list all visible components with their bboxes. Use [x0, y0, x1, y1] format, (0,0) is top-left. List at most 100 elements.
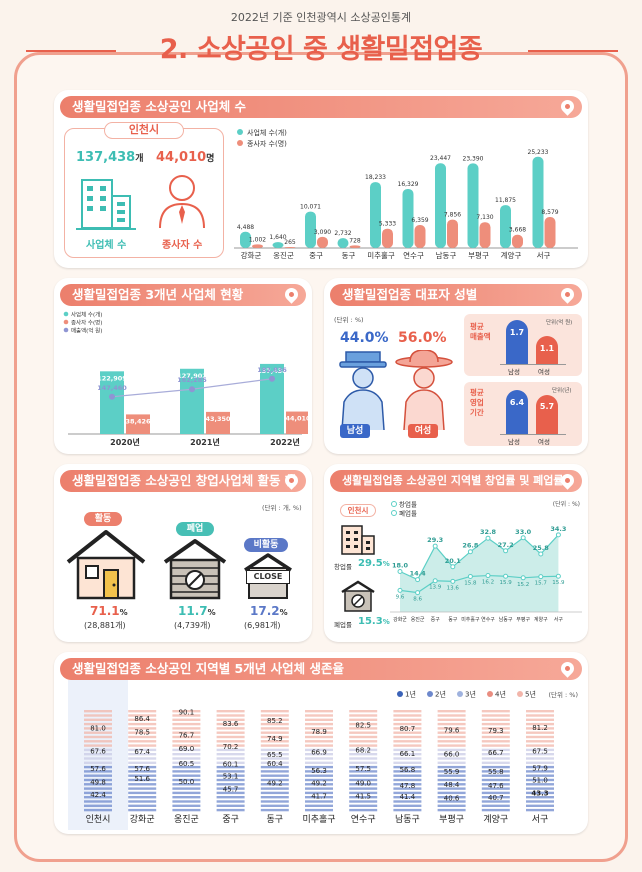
survival-stripe: [216, 800, 245, 803]
survival-stripe: [216, 757, 245, 760]
x-tick-label: 2020년: [110, 437, 140, 447]
data-label: 55.8: [488, 768, 504, 776]
legend-label: 종사자 수(명): [71, 319, 102, 327]
survival-stripe: [481, 744, 510, 747]
data-label: 50.0: [179, 778, 195, 786]
survival-stripe: [84, 796, 112, 799]
survival-stripe: [260, 796, 289, 799]
survival-stripe: [305, 731, 333, 734]
survival-stripe: [260, 744, 289, 747]
period-female-value: 5.7: [539, 402, 555, 411]
x-tick-label: 옹진군: [411, 616, 425, 623]
period-female-tick: 여성: [538, 438, 550, 446]
panel-title: 생활밀접업종 소상공인 창업사업체 활동 현황: [72, 473, 297, 510]
close-sign: CLOSE: [246, 570, 290, 584]
survival-stripe: [84, 800, 112, 803]
panel-header: 생활밀접업종 소상공인 지역별 창업률 및 폐업률: [330, 470, 582, 492]
survival-stripe: [84, 740, 112, 743]
bar: [305, 211, 316, 248]
close-rate-label: 13.6: [447, 585, 460, 591]
survival-stripe: [172, 808, 201, 812]
survival-stripe: [526, 796, 554, 799]
survival-stripe: [526, 757, 554, 760]
survival-stripe: [128, 710, 157, 713]
survival-stripe: [84, 748, 112, 752]
x-tick-label: 서구: [554, 616, 564, 623]
survival-stripe: [128, 731, 157, 734]
open-rate-point: [485, 535, 491, 541]
legend-label: 종사자 수(명): [247, 139, 287, 148]
panel-header: 생활밀접업종 3개년 사업체 현황: [60, 284, 306, 306]
line-data-label: 147,460: [97, 384, 127, 392]
survival-stripe: [260, 740, 289, 743]
data-label: 67.5: [532, 748, 548, 756]
survival-stripe: [349, 808, 378, 812]
female-pct: 56.0%: [398, 330, 447, 346]
survival-stripe: [260, 787, 289, 790]
survival-stripe: [437, 731, 466, 734]
data-label: 82.5: [355, 722, 371, 730]
survival-stripe: [216, 710, 245, 713]
survival-stripe: [393, 796, 422, 799]
survival-stripe: [437, 770, 466, 773]
data-label: 79.6: [444, 727, 460, 735]
survival-stripe: [84, 774, 112, 777]
close-rate-point: [415, 590, 421, 596]
survival-stripe: [305, 778, 333, 782]
data-label: 66.9: [311, 749, 327, 757]
survival-stripe: [216, 770, 245, 773]
survival-stripe: [84, 757, 112, 760]
panel-header: 생활밀접업종 소상공인 지역별 5개년 사업체 생존율: [60, 658, 582, 680]
survival-stripe: [84, 761, 112, 764]
survival-stripe: [349, 778, 378, 782]
survival-stripe: [393, 783, 422, 786]
survival-stripe: [349, 770, 378, 773]
survival-stripe: [84, 727, 112, 730]
survival-stripe: [437, 778, 466, 782]
legend-label: 매출액(억 원): [71, 327, 102, 335]
survival-stripe: [260, 714, 289, 717]
data-label: 49.2: [267, 779, 283, 787]
survival-stripe: [172, 740, 201, 743]
data-label: 40.6: [444, 794, 460, 802]
bar: [260, 363, 284, 434]
survival-stripe: [481, 748, 510, 752]
survival-stripe: [393, 740, 422, 743]
legend-label: 2년: [435, 690, 446, 699]
active-label: 활동: [84, 512, 122, 526]
data-label: 43.3: [531, 790, 548, 798]
survival-stripe: [216, 722, 245, 726]
gender-unit: (단위 : %): [334, 316, 364, 324]
panel-header: 생활밀접업종 대표자 성별: [330, 284, 582, 306]
survival-stripe: [305, 757, 333, 760]
data-label: 66.0: [444, 750, 460, 758]
legend-marker: [237, 140, 243, 146]
survival-stripe: [481, 714, 510, 717]
bar: [240, 231, 251, 248]
close-rate-point: [538, 574, 544, 580]
bar: [467, 163, 479, 248]
survival-stripe: [305, 765, 333, 769]
survival-stripe: [481, 778, 510, 782]
data-label: 56.3: [311, 767, 327, 775]
survival-stripe: [481, 791, 510, 795]
panel-business-count: 생활밀접업종 소상공인 사업체 수 인천시 137,438개 44,010명 사…: [54, 90, 588, 268]
survival-stripe: [526, 778, 554, 782]
survival-stripe: [260, 710, 289, 713]
survival-stripe: [437, 748, 466, 752]
open-rate-point: [467, 549, 473, 555]
survival-stripe: [349, 731, 378, 734]
x-tick-label: 2021년: [190, 437, 220, 447]
survival-stripe: [128, 778, 157, 782]
data-label: 67.4: [134, 748, 150, 756]
survival-stripe: [526, 808, 554, 812]
survival-stripe: [305, 744, 333, 747]
survival-stripe: [216, 774, 245, 777]
data-label: 728: [349, 237, 361, 244]
data-label: 78.5: [134, 729, 150, 737]
building-icon: [76, 179, 136, 230]
survival-stripe: [305, 722, 333, 726]
survival-stripe: [172, 757, 201, 760]
page-title: 2. 소상공인 중 생활밀접업종: [159, 34, 483, 65]
legend-marker: [457, 691, 463, 697]
